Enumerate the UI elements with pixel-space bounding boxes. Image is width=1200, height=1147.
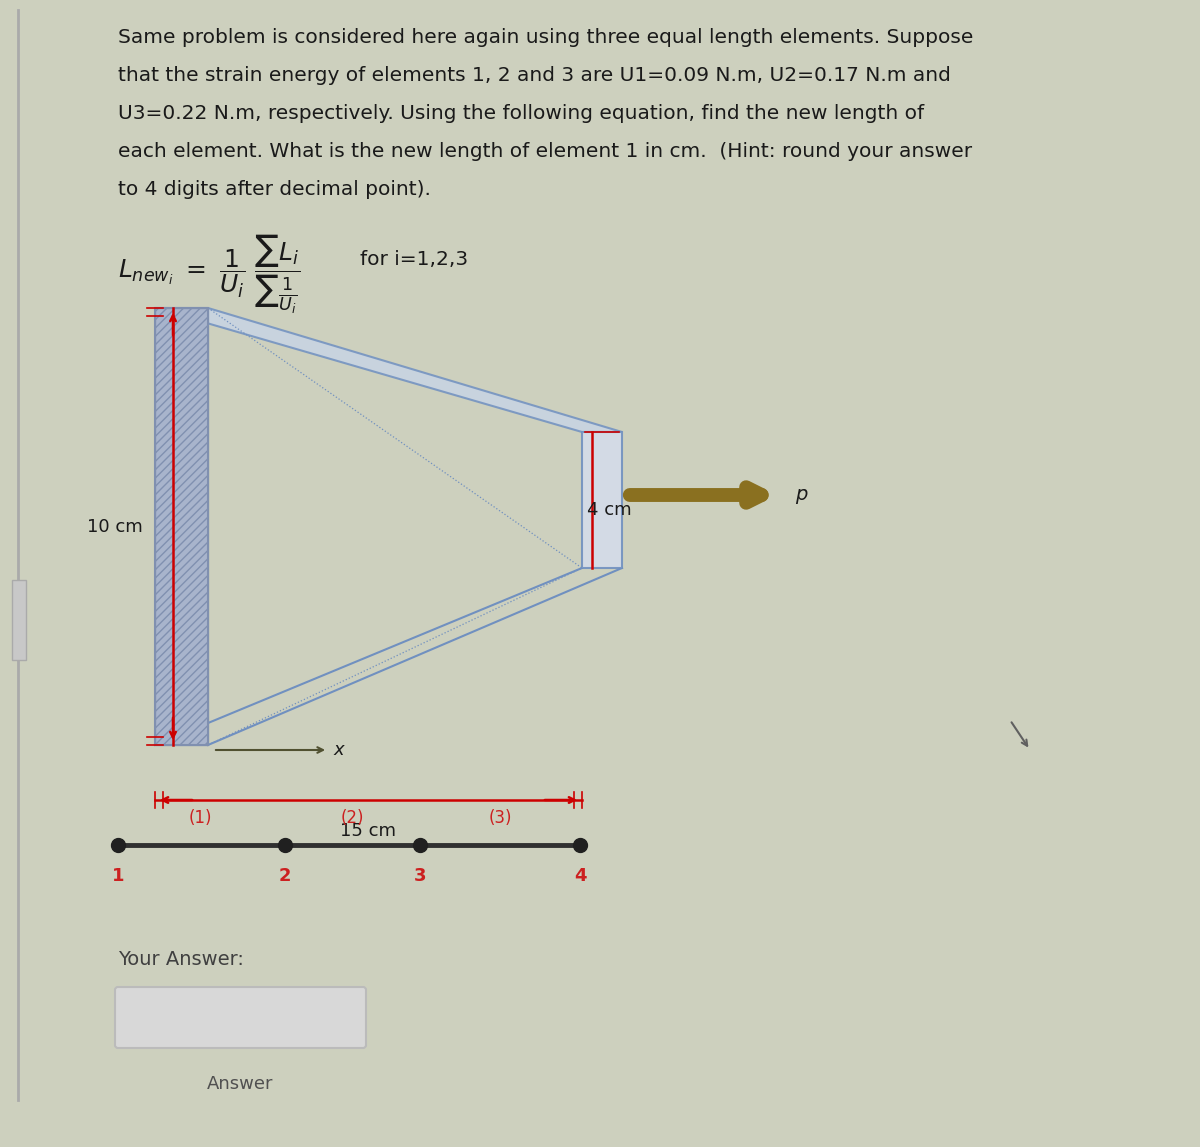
Text: Same problem is considered here again using three equal length elements. Suppose: Same problem is considered here again us… xyxy=(118,28,973,47)
Text: x: x xyxy=(334,741,343,759)
Text: $L_{new_i}\ =\ \dfrac{1}{U_i}\ \dfrac{\sum L_i}{\sum \frac{1}{U_i}}$: $L_{new_i}\ =\ \dfrac{1}{U_i}\ \dfrac{\s… xyxy=(118,232,300,315)
Text: that the strain energy of elements 1, 2 and 3 are U1=0.09 N.m, U2=0.17 N.m and: that the strain energy of elements 1, 2 … xyxy=(118,67,950,85)
Polygon shape xyxy=(155,309,208,746)
FancyBboxPatch shape xyxy=(115,988,366,1048)
Text: (3): (3) xyxy=(488,809,511,827)
Text: 2: 2 xyxy=(278,867,292,885)
Text: p: p xyxy=(796,485,808,505)
Polygon shape xyxy=(582,432,622,568)
Text: 15 cm: 15 cm xyxy=(341,822,396,840)
Text: to 4 digits after decimal point).: to 4 digits after decimal point). xyxy=(118,180,431,198)
Polygon shape xyxy=(155,309,622,432)
Text: (1): (1) xyxy=(188,809,211,827)
Bar xyxy=(12,580,26,660)
Text: 4 cm: 4 cm xyxy=(587,501,631,518)
Text: Answer: Answer xyxy=(206,1075,274,1093)
Text: for i=1,2,3: for i=1,2,3 xyxy=(360,250,468,270)
Text: each element. What is the new length of element 1 in cm.  (Hint: round your answ: each element. What is the new length of … xyxy=(118,142,972,161)
Text: 1: 1 xyxy=(112,867,125,885)
Text: Your Answer:: Your Answer: xyxy=(118,950,244,969)
Text: 4: 4 xyxy=(574,867,587,885)
Text: U3=0.22 N.m, respectively. Using the following equation, find the new length of: U3=0.22 N.m, respectively. Using the fol… xyxy=(118,104,924,123)
Text: 10 cm: 10 cm xyxy=(88,517,143,536)
Text: 3: 3 xyxy=(414,867,426,885)
Text: (2): (2) xyxy=(341,809,364,827)
